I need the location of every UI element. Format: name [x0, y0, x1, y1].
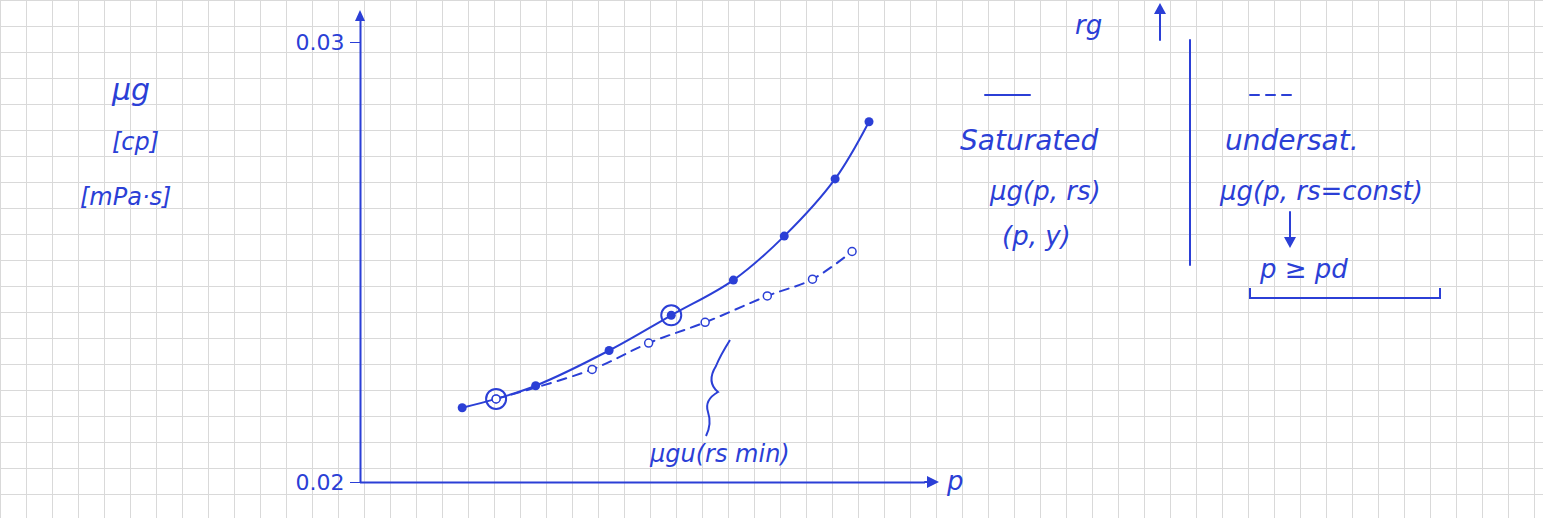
- svg-text:[mPa·s]: [mPa·s]: [80, 183, 171, 211]
- svg-text:0.02: 0.02: [296, 470, 345, 495]
- svg-text:μgu(rs min): μgu(rs min): [649, 440, 790, 468]
- svg-text:0.03: 0.03: [296, 30, 345, 55]
- svg-text:μg: μg: [111, 72, 150, 107]
- svg-text:[cp]: [cp]: [112, 128, 159, 156]
- svg-text:μg(p, rs=const): μg(p, rs=const): [1219, 176, 1423, 206]
- svg-text:p: p: [946, 466, 964, 496]
- svg-text:p ≥ pd: p ≥ pd: [1259, 254, 1348, 284]
- svg-text:undersat.: undersat.: [1225, 124, 1359, 157]
- svg-text:rg: rg: [1075, 10, 1102, 40]
- svg-text:μg(p, rs): μg(p, rs): [989, 176, 1101, 206]
- svg-text:Saturated: Saturated: [960, 124, 1099, 157]
- svg-text:(p, y): (p, y): [1002, 221, 1071, 251]
